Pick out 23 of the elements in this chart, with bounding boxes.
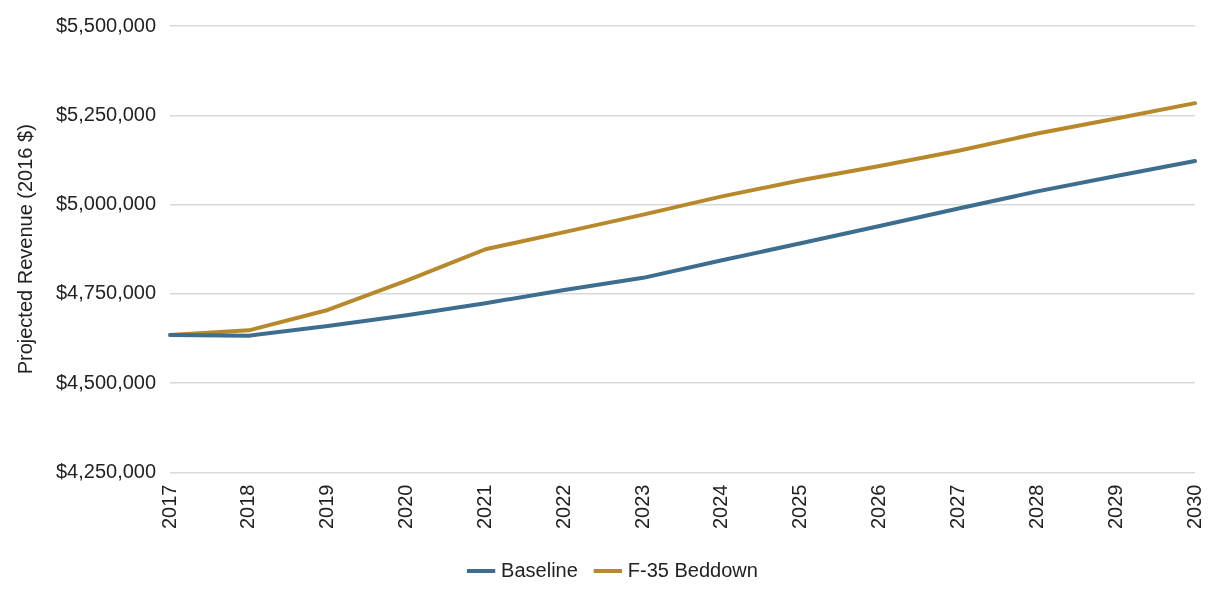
x-tick-label: 2030 — [1182, 484, 1205, 530]
y-tick-label: $5,500,000 — [55, 13, 157, 36]
x-tick-label: 2017 — [157, 484, 180, 530]
x-tick-label: 2018 — [236, 484, 259, 530]
x-tick-label: 2028 — [1024, 484, 1047, 530]
legend-label: F-35 Beddown — [627, 558, 758, 581]
y-tick-label: $4,250,000 — [55, 460, 157, 483]
x-tick-label: 2021 — [472, 484, 495, 530]
x-tick-label: 2026 — [867, 484, 890, 530]
y-tick-label: $4,750,000 — [55, 281, 157, 304]
x-tick-label: 2029 — [1103, 484, 1126, 530]
x-tick-label: 2025 — [788, 484, 811, 530]
x-tick-label: 2020 — [394, 484, 417, 530]
y-tick-label: $4,500,000 — [55, 370, 157, 393]
x-tick-label: 2022 — [551, 484, 574, 530]
y-tick-label: $5,000,000 — [55, 192, 157, 215]
legend-label: Baseline — [501, 558, 578, 581]
y-tick-label: $5,250,000 — [55, 102, 157, 125]
x-tick-label: 2019 — [315, 484, 338, 530]
x-tick-label: 2027 — [946, 484, 968, 530]
x-tick-label: 2023 — [630, 484, 653, 530]
x-tick-label: 2024 — [709, 484, 732, 530]
y-axis-title: Projected Revenue (2016 $) — [13, 124, 36, 375]
